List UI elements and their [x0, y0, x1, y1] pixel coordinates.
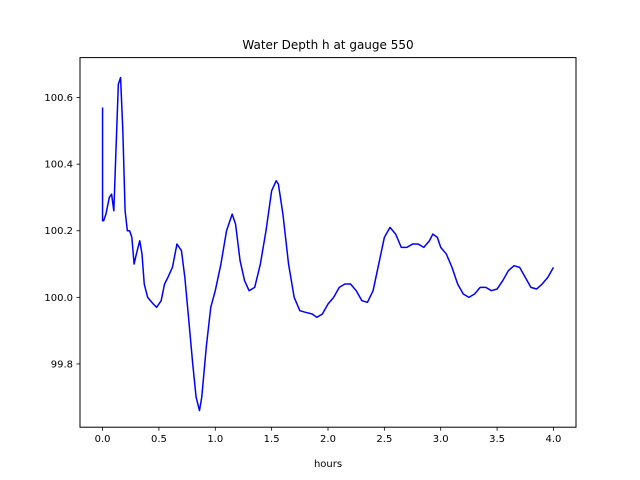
x-tick-label: 2.0: [320, 434, 336, 445]
y-tick-label: 100.0: [44, 293, 73, 304]
x-tick-label: 3.5: [489, 434, 505, 445]
x-tick-label: 2.5: [376, 434, 392, 445]
y-tick-label: 99.8: [51, 359, 73, 370]
axes-frame: [79, 57, 577, 428]
x-tick-label: 4.0: [546, 434, 562, 445]
x-tick-label: 0.5: [151, 434, 167, 445]
x-tick-label: 1.5: [264, 434, 280, 445]
x-tick-label: 0.0: [95, 434, 111, 445]
x-axis-title: hours: [314, 459, 342, 470]
y-tick-label: 100.2: [44, 226, 73, 237]
y-axis-ticks: 99.8 100.0 100.2 100.4 100.6: [44, 93, 80, 370]
plot-area: [101, 76, 555, 412]
y-tick-label: 100.6: [44, 93, 73, 104]
y-tick-label: 100.4: [44, 160, 73, 171]
series-line-0: [101, 76, 555, 412]
x-axis-ticks: 0.0 0.5 1.0 1.5 2.0 2.5 3.0 3.5 4.0: [95, 427, 562, 445]
chart-title: Water Depth h at gauge 550: [242, 38, 413, 52]
x-tick-label: 3.0: [433, 434, 449, 445]
x-tick-label: 1.0: [207, 434, 223, 445]
